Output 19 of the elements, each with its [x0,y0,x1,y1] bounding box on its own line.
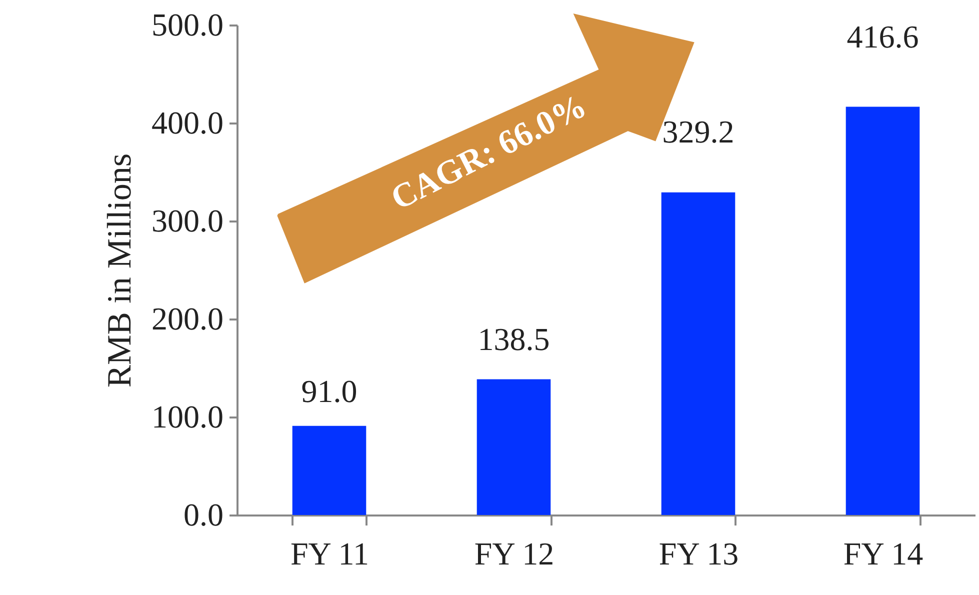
x-tick-label: FY 13 [658,536,739,572]
x-tick-label: FY 14 [843,536,924,572]
data-label: 329.2 [662,114,734,150]
bar [292,426,366,515]
bar [661,192,736,515]
data-label: 91.0 [301,372,358,409]
x-tick-label: FY 11 [290,536,370,572]
y-tick-label: 100.0 [152,398,224,434]
y-tick-label: 400.0 [152,104,224,140]
y-axis-title: RMB in Millions [102,153,138,388]
bar [476,379,551,515]
y-tick-label: 500.0 [152,6,224,42]
y-tick-label: 0.0 [184,496,224,532]
y-tick-label: 300.0 [152,202,224,238]
bar [846,106,920,515]
data-label: 416.6 [846,18,919,54]
x-tick-label: FY 12 [474,536,554,572]
y-tick-label: 200.0 [152,300,224,336]
data-label: 138.5 [478,321,550,358]
